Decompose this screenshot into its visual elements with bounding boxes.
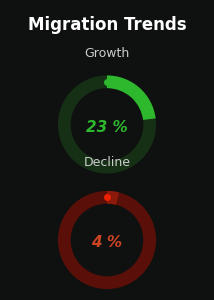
Wedge shape xyxy=(107,76,156,120)
Text: 4 %: 4 % xyxy=(91,236,123,250)
Wedge shape xyxy=(58,191,156,289)
Text: Growth: Growth xyxy=(84,47,130,60)
Text: Decline: Decline xyxy=(83,157,131,169)
Text: 23 %: 23 % xyxy=(86,120,128,135)
Text: Migration Trends: Migration Trends xyxy=(28,16,186,34)
Wedge shape xyxy=(107,191,119,205)
Wedge shape xyxy=(58,76,156,173)
